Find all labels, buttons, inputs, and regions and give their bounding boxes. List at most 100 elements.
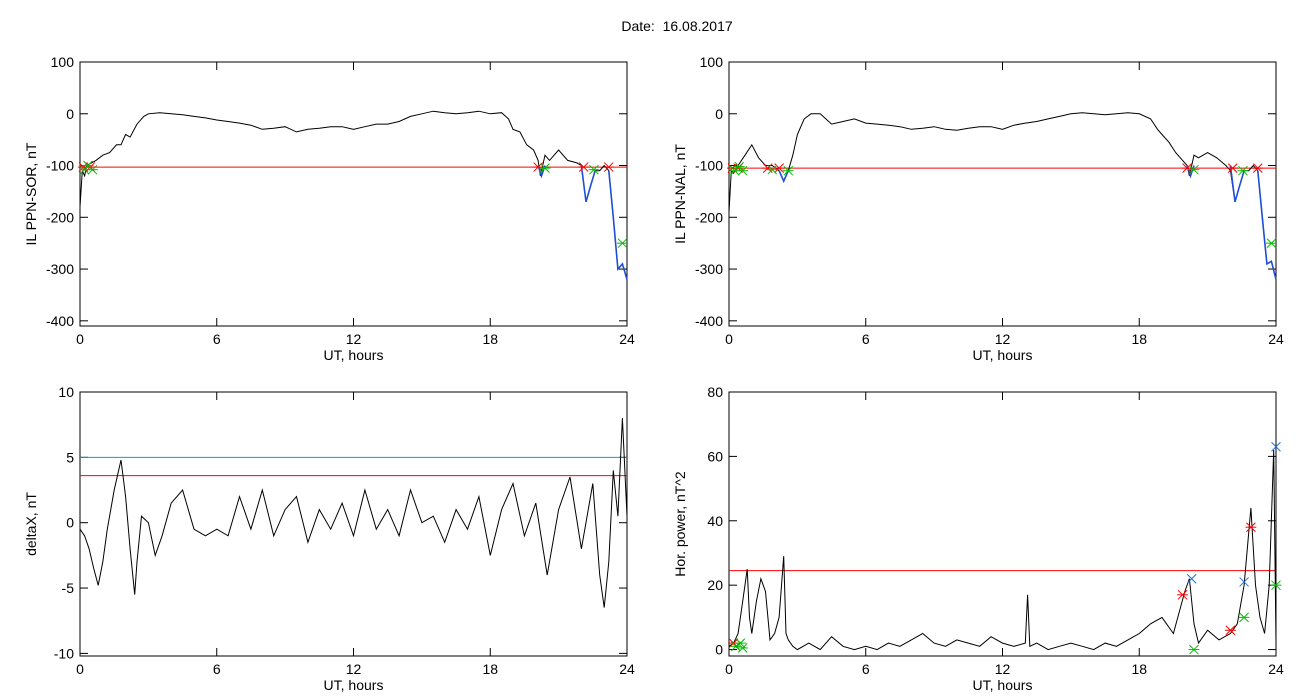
x-tick-label: 18 bbox=[482, 331, 498, 347]
plot-frame bbox=[728, 61, 1277, 327]
marker-asterisk bbox=[782, 165, 794, 176]
highlight-segment bbox=[1257, 170, 1277, 280]
highlight-segment bbox=[1229, 165, 1245, 203]
marker-asterisk bbox=[1177, 589, 1188, 600]
x-axis-label: UT, hours bbox=[324, 677, 384, 693]
y-tick-label: -5 bbox=[62, 580, 75, 596]
x-tick-label: 6 bbox=[862, 661, 870, 677]
x-axis-label: UT, hours bbox=[973, 677, 1033, 693]
marker-cross bbox=[1186, 573, 1197, 584]
y-tick-label: 80 bbox=[707, 384, 723, 400]
marker-asterisk bbox=[1238, 612, 1250, 623]
x-tick-label: 0 bbox=[725, 331, 733, 347]
marker-cross bbox=[1239, 577, 1249, 587]
x-tick-label: 12 bbox=[346, 331, 362, 347]
y-tick-label: 0 bbox=[715, 642, 723, 658]
y-tick-label: -300 bbox=[46, 261, 74, 277]
marker-stroke bbox=[1239, 577, 1249, 587]
x-tick-label: 18 bbox=[482, 661, 498, 677]
y-tick-label: -200 bbox=[46, 209, 74, 225]
y-tick-label: 100 bbox=[700, 54, 724, 70]
x-tick-label: 6 bbox=[213, 331, 221, 347]
chart-date-title: Date: 16.08.2017 bbox=[621, 18, 733, 34]
marker-asterisk bbox=[532, 162, 544, 172]
marker-asterisk bbox=[1237, 165, 1249, 176]
marker-asterisk bbox=[762, 163, 774, 173]
y-tick-label: 40 bbox=[707, 513, 723, 529]
marker-asterisk bbox=[1227, 163, 1239, 173]
marker-asterisk bbox=[1270, 580, 1282, 591]
x-tick-label: 6 bbox=[862, 331, 870, 347]
x-tick-label: 0 bbox=[76, 331, 84, 347]
marker-asterisk bbox=[87, 164, 98, 175]
y-tick-label: 20 bbox=[707, 577, 723, 593]
y-tick-label: -300 bbox=[695, 261, 723, 277]
highlight-segment bbox=[778, 170, 790, 184]
marker-asterisk bbox=[539, 163, 551, 173]
y-tick-label: -10 bbox=[54, 645, 74, 661]
y-tick-label: 60 bbox=[707, 448, 723, 464]
marker-asterisk bbox=[733, 161, 745, 172]
marker-asterisk bbox=[1181, 163, 1193, 173]
y-axis-label: IL PPN-NAL, nT bbox=[672, 144, 688, 244]
marker-asterisk bbox=[1245, 522, 1257, 533]
x-tick-label: 0 bbox=[76, 661, 84, 677]
y-tick-label: 100 bbox=[51, 54, 75, 70]
x-tick-label: 12 bbox=[346, 661, 362, 677]
y-tick-label: 0 bbox=[715, 106, 723, 122]
marker-asterisk bbox=[766, 164, 778, 175]
marker-asterisk bbox=[617, 238, 628, 249]
marker-asterisk bbox=[578, 162, 590, 172]
x-tick-label: 12 bbox=[995, 331, 1011, 347]
x-tick-label: 6 bbox=[213, 661, 221, 677]
y-tick-label: -400 bbox=[46, 313, 74, 329]
marker-stroke bbox=[1271, 441, 1281, 452]
marker-asterisk bbox=[1188, 644, 1200, 655]
plot-panel-4: 0 6 12 18 24 80 60 40 20 0 UT, hours Hor. power, nT… bbox=[672, 384, 1284, 693]
plot-frame bbox=[79, 61, 628, 327]
y-axis-label: IL PPN-SOR, nT bbox=[23, 142, 39, 245]
y-tick-label: 0 bbox=[66, 515, 74, 531]
data-series-line bbox=[79, 110, 628, 280]
x-tick-label: 24 bbox=[619, 331, 635, 347]
y-tick-label: -400 bbox=[695, 313, 723, 329]
y-tick-label: -200 bbox=[695, 209, 723, 225]
marker-asterisk bbox=[1225, 625, 1236, 636]
y-tick-label: 10 bbox=[58, 384, 74, 400]
highlight-segment bbox=[608, 170, 628, 280]
y-axis-label: Hor. power, nT^2 bbox=[672, 471, 688, 577]
marker-stroke bbox=[1186, 573, 1197, 584]
data-series-line bbox=[728, 449, 1277, 651]
plot-panel-2: 0 6 12 18 24 100 0 -100 -200 -300 -400 UT, hours IL … bbox=[672, 54, 1284, 363]
y-tick-label: 5 bbox=[66, 449, 74, 465]
y-tick-label: 0 bbox=[66, 106, 74, 122]
x-tick-label: 24 bbox=[1268, 661, 1284, 677]
marker-asterisk bbox=[588, 164, 600, 175]
data-series-line bbox=[79, 418, 628, 608]
data-series-line bbox=[728, 112, 1277, 280]
plot-frame bbox=[79, 391, 628, 657]
highlight-segment bbox=[580, 165, 596, 203]
x-axis-label: UT, hours bbox=[973, 347, 1033, 363]
x-tick-label: 24 bbox=[619, 661, 635, 677]
marker-asterisk bbox=[1266, 238, 1277, 249]
x-tick-label: 0 bbox=[725, 661, 733, 677]
y-tick-label: -100 bbox=[46, 158, 74, 174]
plot-panel-1: 0 6 12 18 24 100 0 -100 -200 -300 -400 UT, hours IL … bbox=[23, 54, 635, 363]
marker-asterisk bbox=[773, 163, 785, 173]
marker-asterisk bbox=[737, 643, 749, 653]
plot-frame bbox=[728, 391, 1277, 657]
plot-panel-3: 0 6 12 18 24 10 5 0 -5 -10 UT, hours deltaX, nT bbox=[23, 384, 635, 693]
x-axis-label: UT, hours bbox=[324, 347, 384, 363]
x-tick-label: 18 bbox=[1131, 661, 1147, 677]
marker-asterisk bbox=[734, 638, 746, 648]
marker-asterisk bbox=[737, 165, 749, 176]
marker-asterisk bbox=[1188, 164, 1200, 175]
x-tick-label: 18 bbox=[1131, 331, 1147, 347]
marker-asterisk bbox=[1252, 163, 1264, 173]
y-axis-label: deltaX, nT bbox=[23, 492, 39, 556]
y-tick-label: -100 bbox=[695, 158, 723, 174]
x-tick-label: 12 bbox=[995, 661, 1011, 677]
x-tick-label: 24 bbox=[1268, 331, 1284, 347]
